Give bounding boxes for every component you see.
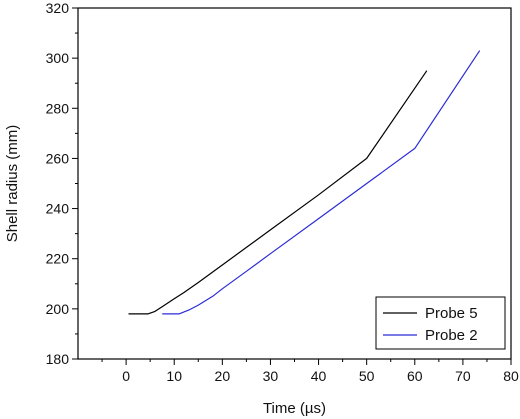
x-tick-label: 0 [122, 368, 130, 384]
legend-label-probe-2: Probe 2 [425, 327, 478, 344]
x-tick-label: 40 [311, 368, 327, 384]
legend: Probe 5 Probe 2 [375, 296, 506, 350]
series-lines [128, 50, 481, 315]
x-tick-label: 70 [455, 368, 471, 384]
x-tick-label: 50 [359, 368, 375, 384]
y-tick-label: 220 [46, 251, 70, 267]
tick-labels: 0 10 20 30 40 50 60 70 80 180 200 220 240 260 280 300 32… [46, 0, 519, 384]
y-tick-label: 300 [46, 50, 70, 66]
legend-box [375, 296, 506, 350]
y-tick-label: 180 [46, 351, 70, 367]
y-tick-label: 320 [46, 0, 70, 16]
x-tick-label: 60 [407, 368, 423, 384]
series-line-probe-2 [162, 50, 481, 315]
y-axis-title: Shell radius (mm) [4, 125, 21, 243]
y-tick-label: 280 [46, 100, 70, 116]
y-tick-label: 260 [46, 150, 70, 166]
legend-label-probe-5: Probe 5 [425, 305, 478, 322]
x-tick-label: 30 [263, 368, 279, 384]
x-tick-label: 80 [503, 368, 519, 384]
y-tick-label: 200 [46, 301, 70, 317]
series-line-probe-5 [128, 70, 428, 315]
x-axis-title: Time (µs) [263, 400, 326, 417]
y-tick-label: 240 [46, 201, 70, 217]
x-tick-label: 20 [215, 368, 231, 384]
x-tick-label: 10 [166, 368, 182, 384]
plot-frame [77, 7, 512, 360]
